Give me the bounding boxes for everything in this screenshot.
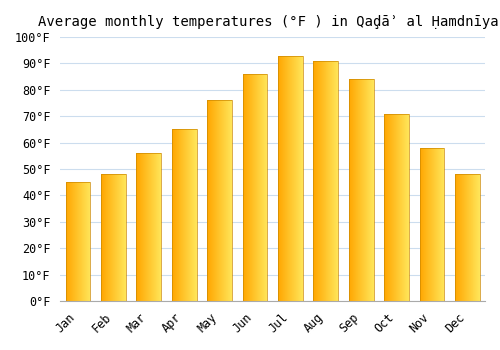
Bar <box>172 130 197 301</box>
Bar <box>278 56 303 301</box>
Bar <box>207 100 232 301</box>
Bar <box>136 153 161 301</box>
Bar <box>101 174 126 301</box>
Title: Average monthly temperatures (°F ) in Qaḑāʾ al Ḥamdnīyah: Average monthly temperatures (°F ) in Qa… <box>38 15 500 29</box>
Bar <box>455 174 479 301</box>
Bar <box>314 61 338 301</box>
Bar <box>66 182 90 301</box>
Bar <box>420 148 444 301</box>
Bar <box>349 79 374 301</box>
Bar <box>242 74 268 301</box>
Bar <box>384 114 409 301</box>
